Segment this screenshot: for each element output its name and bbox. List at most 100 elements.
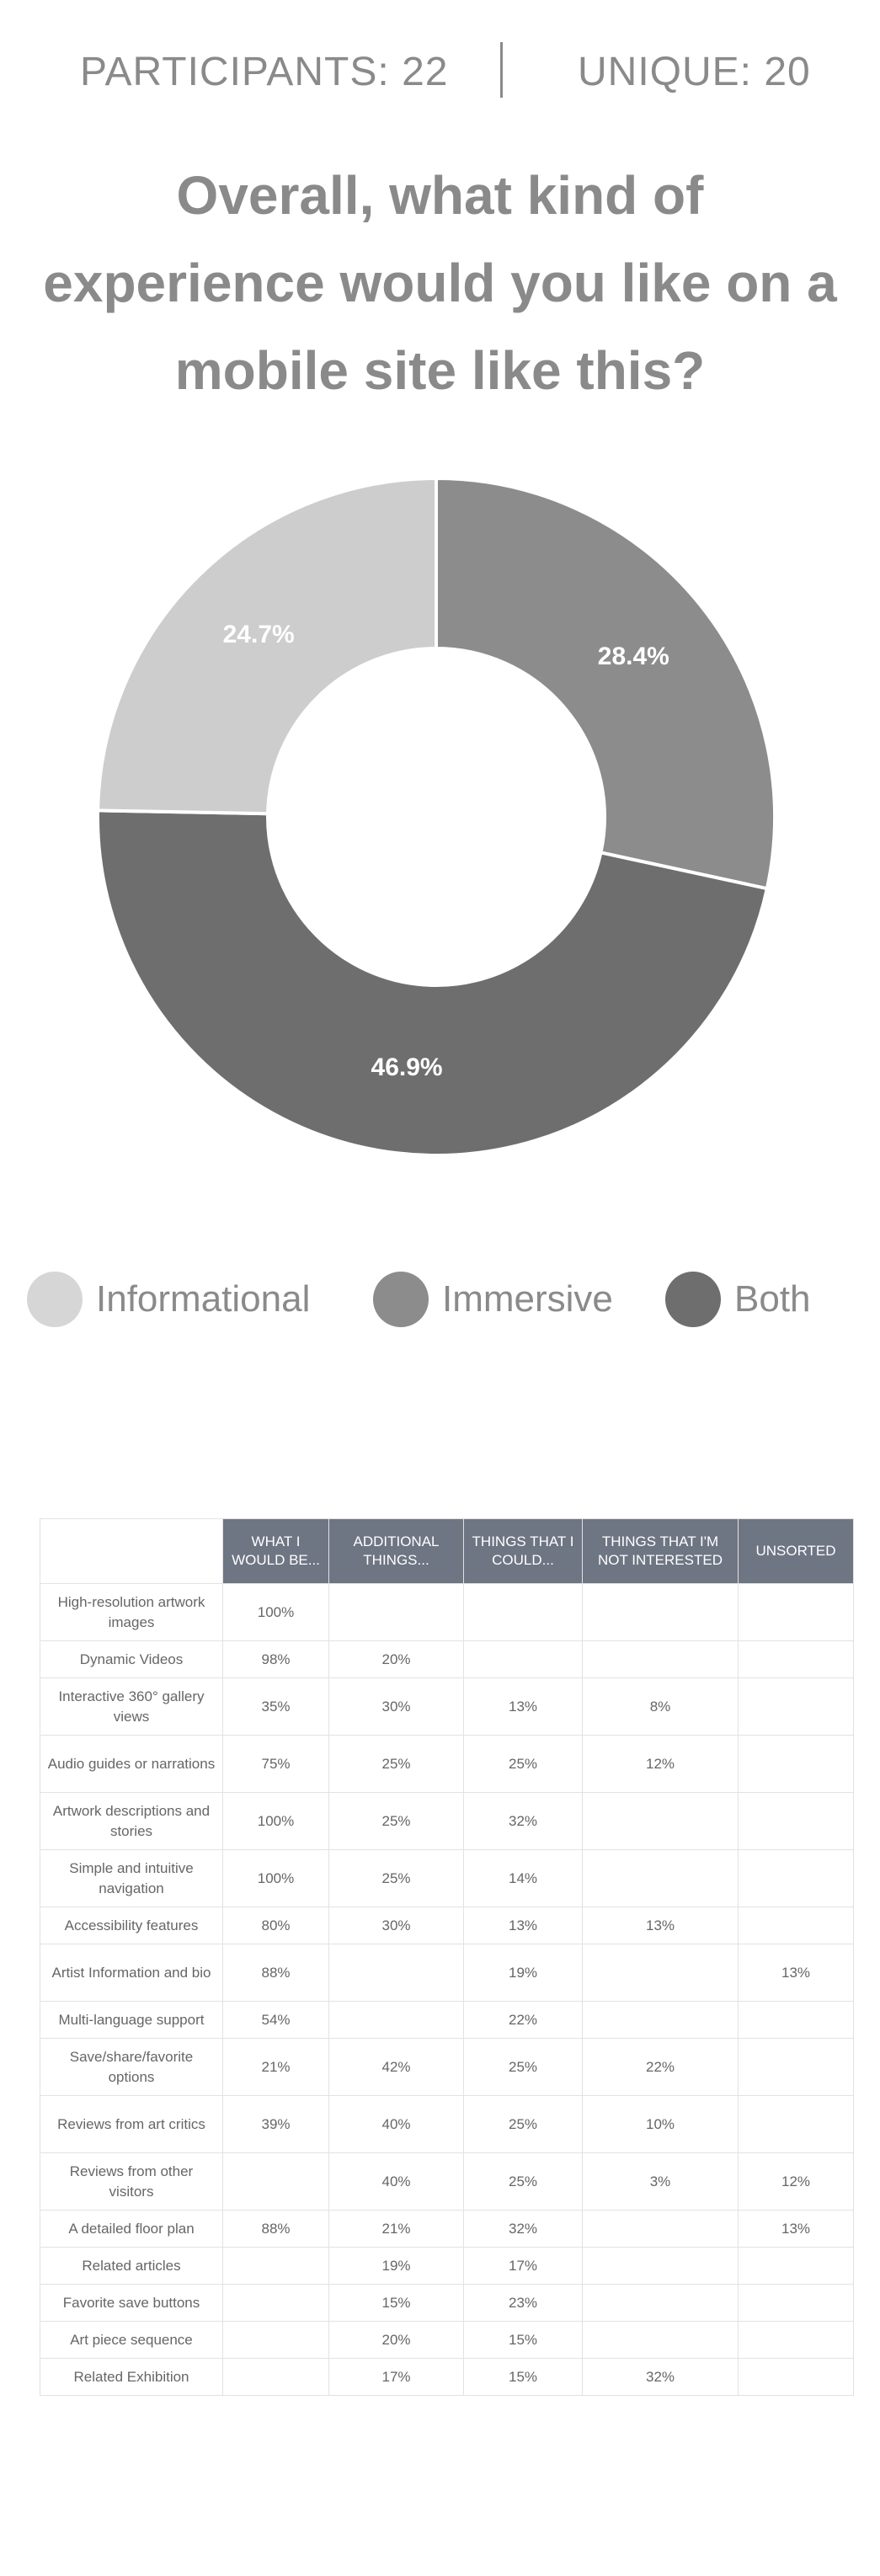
donut-label-both: 46.9% bbox=[371, 1053, 443, 1081]
row-label: Related Exhibition bbox=[40, 2358, 223, 2396]
legend-swatch bbox=[27, 1272, 83, 1327]
row-label: Simple and intuitive navigation bbox=[40, 1849, 223, 1907]
table-cell bbox=[222, 2247, 329, 2285]
table-cell: 3% bbox=[582, 2152, 739, 2211]
table-cell bbox=[738, 1640, 854, 1678]
row-label: Dynamic Videos bbox=[40, 1640, 223, 1678]
table-cell bbox=[738, 1677, 854, 1736]
row-label: Reviews from art critics bbox=[40, 2095, 223, 2153]
row-label: Artwork descriptions and stories bbox=[40, 1792, 223, 1850]
legend-item-both: Both bbox=[665, 1272, 811, 1327]
donut-slice-informational bbox=[96, 476, 438, 816]
table-cell: 100% bbox=[222, 1583, 329, 1641]
table-cell: 13% bbox=[738, 2210, 854, 2248]
table-row: Art piece sequence 20% 15% bbox=[40, 2321, 854, 2359]
table-cell: 25% bbox=[463, 2038, 583, 2096]
table-cell: 25% bbox=[463, 2095, 583, 2153]
table-cell: 42% bbox=[328, 2038, 464, 2096]
row-label: Artist Information and bio bbox=[40, 1944, 223, 2002]
row-label: Audio guides or narrations bbox=[40, 1735, 223, 1793]
table-row: Favorite save buttons 15% 23% bbox=[40, 2284, 854, 2322]
table-header-cell: UNSORTED bbox=[738, 1518, 854, 1584]
legend-label: Immersive bbox=[442, 1278, 613, 1320]
legend-label: Both bbox=[734, 1278, 811, 1320]
table-cell: 19% bbox=[463, 1944, 583, 2002]
table-cell: 30% bbox=[328, 1677, 464, 1736]
table-cell bbox=[582, 1792, 739, 1850]
table-cell bbox=[582, 1583, 739, 1641]
table-cell: 13% bbox=[463, 1677, 583, 1736]
table-cell: 88% bbox=[222, 2210, 329, 2248]
table-cell: 22% bbox=[582, 2038, 739, 2096]
table-cell bbox=[738, 2358, 854, 2396]
table-cell bbox=[222, 2152, 329, 2211]
table-cell: 75% bbox=[222, 1735, 329, 1793]
row-label: Save/share/favorite options bbox=[40, 2038, 223, 2096]
table-cell: 25% bbox=[463, 1735, 583, 1793]
row-label: Art piece sequence bbox=[40, 2321, 223, 2359]
table-cell: 54% bbox=[222, 2001, 329, 2039]
table-cell bbox=[222, 2284, 329, 2322]
table-cell bbox=[582, 2284, 739, 2322]
table-cell: 25% bbox=[328, 1849, 464, 1907]
table-row: Multi-language support 54% 22% bbox=[40, 2001, 854, 2039]
table-cell: 32% bbox=[582, 2358, 739, 2396]
question-title: Overall, what kind of experience would y… bbox=[43, 165, 837, 401]
table-cell: 25% bbox=[328, 1792, 464, 1850]
legend-label: Informational bbox=[96, 1278, 311, 1320]
table-cell bbox=[738, 1849, 854, 1907]
table-cell bbox=[582, 2210, 739, 2248]
stats-bar: PARTICIPANTS: 22 UNIQUE: 20 bbox=[0, 42, 880, 109]
table-cell bbox=[328, 1944, 464, 2002]
table-cell bbox=[582, 2321, 739, 2359]
table-cell: 15% bbox=[463, 2358, 583, 2396]
table-cell: 23% bbox=[463, 2284, 583, 2322]
table-cell: 32% bbox=[463, 1792, 583, 1850]
table-row: Related Exhibition 17% 15% 32% bbox=[40, 2358, 854, 2396]
table-cell bbox=[738, 2001, 854, 2039]
table-cell bbox=[738, 2095, 854, 2153]
legend-swatch bbox=[665, 1272, 721, 1327]
table-row: High-resolution artwork images 100% bbox=[40, 1583, 854, 1641]
table-cell: 25% bbox=[463, 2152, 583, 2211]
table-cell bbox=[738, 1583, 854, 1641]
table-cell bbox=[328, 1583, 464, 1641]
table-cell bbox=[463, 1583, 583, 1641]
table-cell bbox=[582, 2247, 739, 2285]
donut-label-informational: 24.7% bbox=[223, 621, 295, 648]
table-cell: 30% bbox=[328, 1907, 464, 1944]
table-cell bbox=[738, 1735, 854, 1793]
table-cell: 20% bbox=[328, 1640, 464, 1678]
table-row: Artist Information and bio 88% 19% 13% bbox=[40, 1944, 854, 2002]
table-cell: 32% bbox=[463, 2210, 583, 2248]
table-cell bbox=[738, 2038, 854, 2096]
table-cell: 12% bbox=[582, 1735, 739, 1793]
legend-item-informational: Informational bbox=[27, 1272, 310, 1327]
table-cell: 88% bbox=[222, 1944, 329, 2002]
table-cell: 19% bbox=[328, 2247, 464, 2285]
table-cell: 15% bbox=[328, 2284, 464, 2322]
table-cell bbox=[222, 2321, 329, 2359]
table-row: Reviews from other visitors 40% 25% 3% 12% bbox=[40, 2152, 854, 2211]
row-label: Reviews from other visitors bbox=[40, 2152, 223, 2211]
table-row: Reviews from art critics 39% 40% 25% 10% bbox=[40, 2095, 854, 2153]
table-cell: 17% bbox=[328, 2358, 464, 2396]
table-header-blank bbox=[40, 1518, 223, 1584]
table-cell bbox=[463, 1640, 583, 1678]
donut-chart: 28.4% 46.9% 24.7% bbox=[96, 476, 776, 1157]
unique-count: UNIQUE: 20 bbox=[578, 50, 811, 94]
table-cell bbox=[738, 1792, 854, 1850]
table-cell: 21% bbox=[222, 2038, 329, 2096]
table-cell: 10% bbox=[582, 2095, 739, 2153]
table-row: Related articles 19% 17% bbox=[40, 2247, 854, 2285]
table-cell: 12% bbox=[738, 2152, 854, 2211]
chart-legend: Informational Immersive Both bbox=[0, 1272, 880, 1339]
table-row: Interactive 360° gallery views 35% 30% 13% 8… bbox=[40, 1677, 854, 1736]
participants-count: PARTICIPANTS: 22 bbox=[80, 50, 449, 94]
row-label: Favorite save buttons bbox=[40, 2284, 223, 2322]
table-row: Artwork descriptions and stories 100% 25% 3… bbox=[40, 1792, 854, 1850]
table-body: High-resolution artwork images 100% Dynami… bbox=[40, 1583, 854, 2396]
table-cell bbox=[582, 1849, 739, 1907]
row-label: Interactive 360° gallery views bbox=[40, 1677, 223, 1736]
row-label: High-resolution artwork images bbox=[40, 1583, 223, 1641]
